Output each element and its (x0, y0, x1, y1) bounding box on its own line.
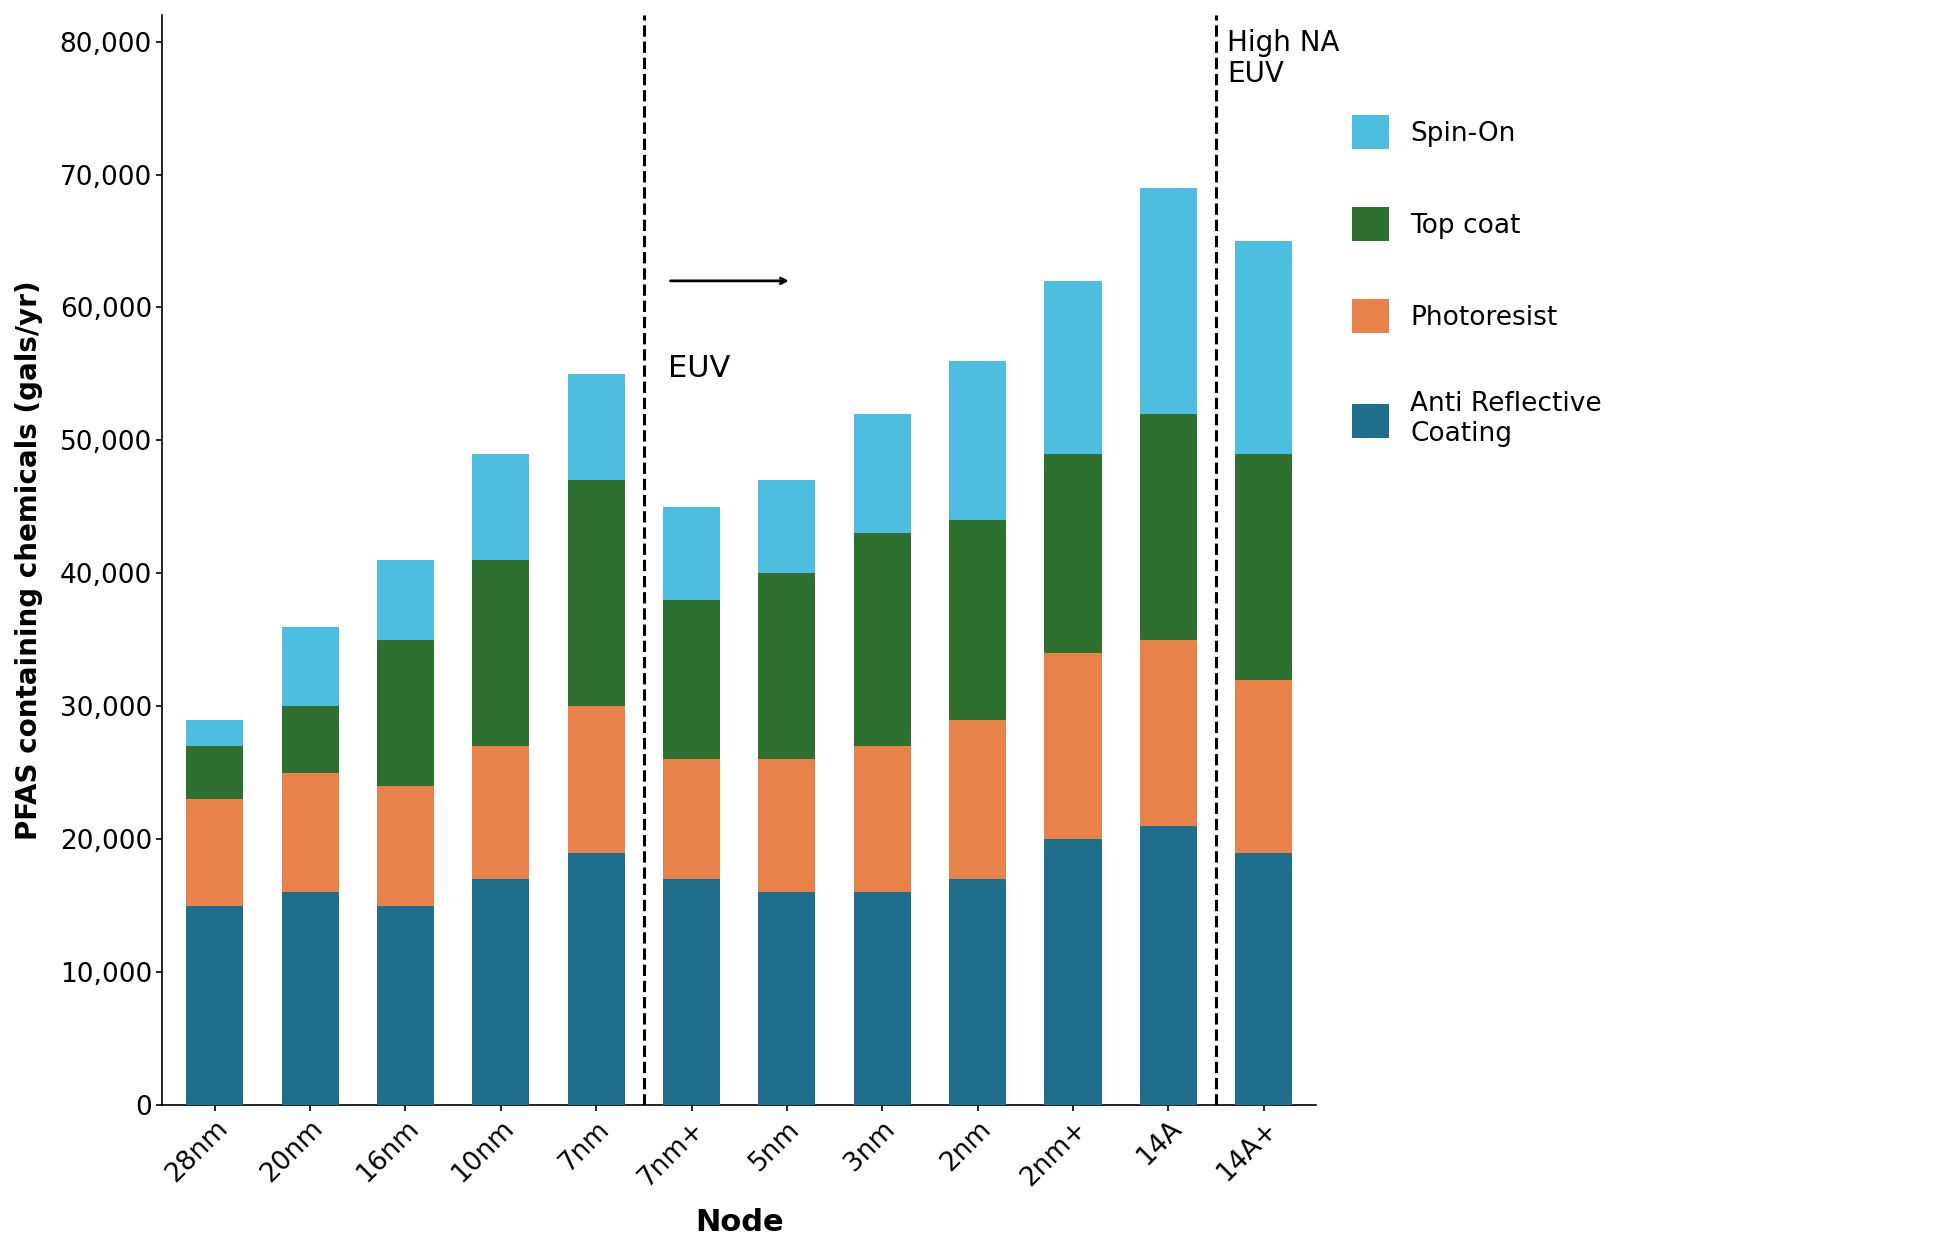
Bar (378, 905, 434, 1106)
Bar (186, 799, 243, 905)
X-axis label: Node: Node (695, 1208, 783, 1237)
Bar (378, 640, 434, 786)
Bar (472, 453, 530, 560)
Bar (663, 600, 720, 760)
Bar (1045, 839, 1102, 1106)
Legend: Spin-On, Top coat, Photoresist, Anti Reflective
Coating: Spin-On, Top coat, Photoresist, Anti Ref… (1352, 115, 1603, 447)
Bar (949, 361, 1006, 520)
Bar (472, 746, 530, 879)
Bar (1235, 680, 1292, 853)
Bar (663, 879, 720, 1106)
Bar (568, 853, 624, 1106)
Bar (568, 374, 624, 481)
Bar (949, 879, 1006, 1106)
Bar (1139, 188, 1198, 414)
Bar (1235, 240, 1292, 453)
Bar (757, 481, 816, 573)
Bar (853, 746, 910, 893)
Bar (757, 573, 816, 760)
Bar (1235, 453, 1292, 680)
Bar (1139, 826, 1198, 1106)
Y-axis label: PFAS containing chemicals (gals/yr): PFAS containing chemicals (gals/yr) (16, 280, 43, 840)
Text: EUV: EUV (667, 354, 730, 383)
Bar (949, 720, 1006, 879)
Bar (853, 533, 910, 746)
Bar (282, 626, 339, 706)
Bar (1235, 853, 1292, 1106)
Bar (282, 893, 339, 1106)
Bar (282, 706, 339, 772)
Bar (186, 746, 243, 799)
Bar (568, 481, 624, 706)
Bar (186, 720, 243, 746)
Bar (853, 414, 910, 533)
Bar (1045, 280, 1102, 453)
Bar (472, 560, 530, 746)
Bar (378, 560, 434, 640)
Bar (186, 905, 243, 1106)
Bar (949, 520, 1006, 720)
Bar (1139, 414, 1198, 640)
Bar (663, 760, 720, 879)
Bar (282, 772, 339, 893)
Text: High NA
EUV: High NA EUV (1227, 29, 1341, 88)
Bar (378, 786, 434, 905)
Bar (1045, 453, 1102, 654)
Bar (853, 893, 910, 1106)
Bar (757, 760, 816, 893)
Bar (472, 879, 530, 1106)
Bar (1045, 654, 1102, 839)
Bar (663, 507, 720, 600)
Bar (757, 893, 816, 1106)
Bar (1139, 640, 1198, 826)
Bar (568, 706, 624, 853)
